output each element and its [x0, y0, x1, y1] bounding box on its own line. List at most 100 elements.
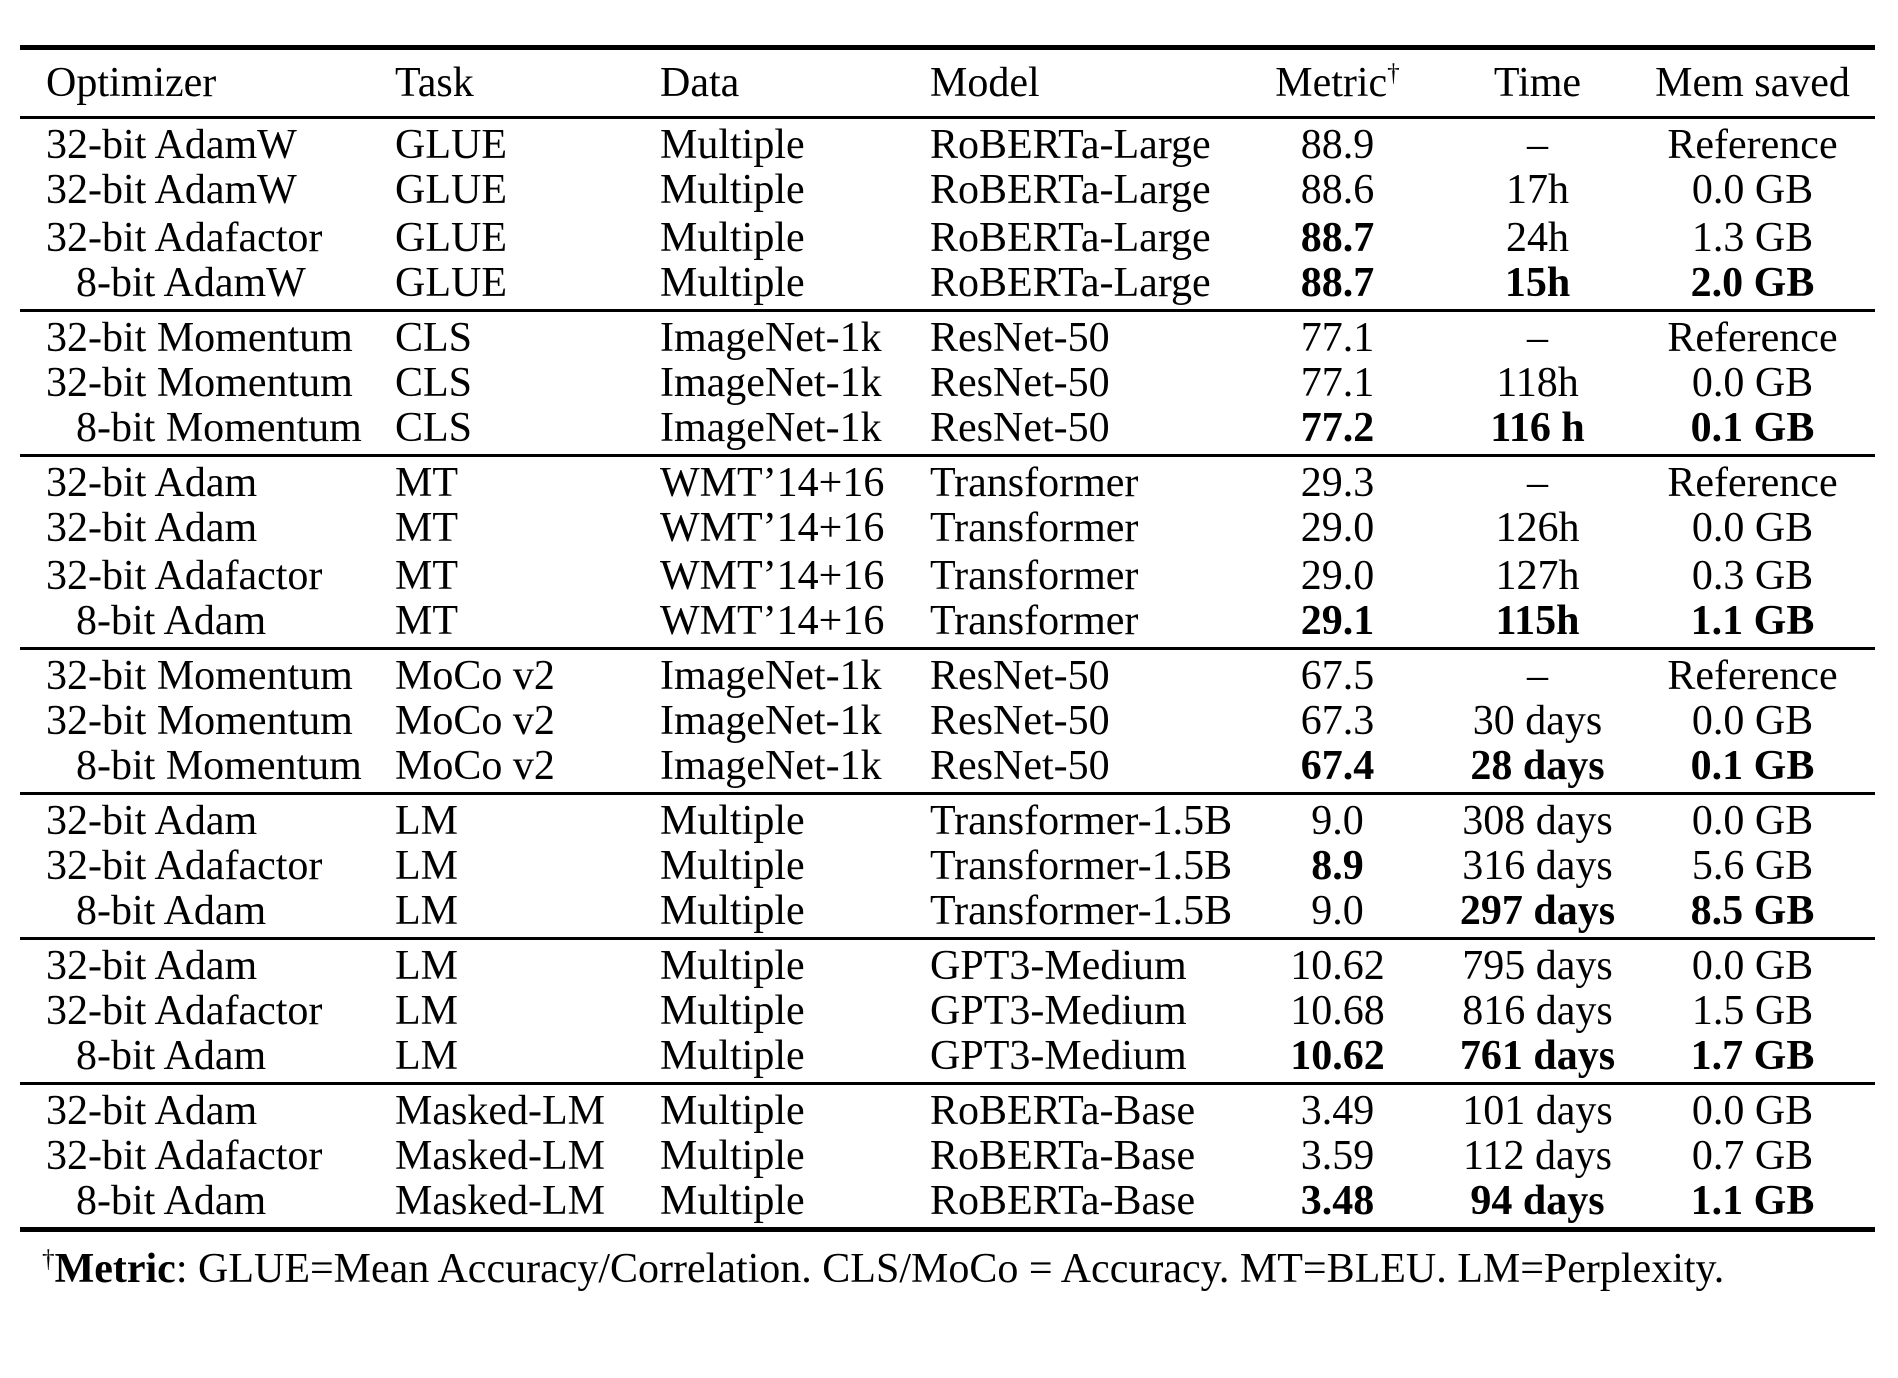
cell-data: ImageNet-1k [660, 649, 930, 699]
table-row: 32-bit Adam MT WMT’14+16 Transformer 29.0 126… [20, 504, 1875, 552]
table-row: 8-bit Adam LM Multiple Transformer-1.5B 9.0 2… [20, 890, 1875, 939]
cell-model: Transformer-1.5B [930, 842, 1232, 890]
cell-optimizer: 32-bit Adafactor [20, 552, 395, 600]
cell-optimizer: 32-bit Adam [20, 504, 395, 552]
cell-data: ImageNet-1k [660, 407, 930, 456]
cell-text: Multiple [660, 943, 805, 989]
cell-optimizer: 32-bit Adam [20, 794, 395, 842]
cell-text: 0.0 GB [1691, 943, 1814, 989]
table-row: 32-bit Momentum CLS ImageNet-1k ResNet-50 77… [20, 311, 1875, 361]
cell-metric: 3.59 [1230, 1132, 1445, 1180]
cell-text: 67.3 [1300, 698, 1375, 744]
table-row: 32-bit AdamW GLUE Multiple RoBERTa-Large 88.… [20, 118, 1875, 166]
cell-metric: 88.7 [1230, 262, 1445, 311]
cell-text: RoBERTa-Base [930, 1088, 1196, 1134]
cell-text: 5.6 GB [1691, 843, 1814, 889]
table-row: 32-bit Adam Masked-LM Multiple RoBERTa-Base… [20, 1084, 1875, 1134]
cell-mem-saved: 0.0 GB [1630, 939, 1875, 989]
column-header-label: Metric [1275, 60, 1388, 106]
cell-model: Transformer [930, 504, 1230, 552]
cell-task: LM [395, 794, 660, 842]
cell-time: – [1445, 456, 1630, 504]
cell-text: Multiple [660, 798, 805, 844]
cell-text: GPT3-Medium [930, 943, 1187, 989]
cell-text: 8-bit Momentum [76, 405, 362, 451]
cell-data: ImageNet-1k [660, 745, 930, 794]
cell-mem-saved: Reference [1630, 649, 1875, 697]
table-row: 32-bit Adam MT WMT’14+16 Transformer 29.3 – Re… [20, 456, 1875, 506]
cell-text: 32-bit Momentum [46, 315, 353, 361]
cell-text: CLS [395, 315, 473, 361]
cell-text: Multiple [660, 843, 805, 889]
cell-mem-saved: 8.5 GB [1630, 890, 1875, 939]
cell-time: 94 days [1445, 1180, 1630, 1230]
cell-text: 0.0 GB [1691, 167, 1814, 213]
cell-text: 1.1 GB [1690, 598, 1815, 644]
cell-time: 127h [1445, 552, 1630, 600]
column-header-data: Data [660, 48, 930, 118]
cell-data: Multiple [660, 214, 930, 262]
cell-optimizer: 32-bit Adam [20, 939, 395, 989]
cell-time: 17h [1445, 166, 1630, 214]
cell-text: Masked-LM [395, 1133, 605, 1179]
table-row: 32-bit Adam LM Multiple Transformer-1.5B 9.0… [20, 794, 1875, 844]
cell-task: GLUE [395, 214, 660, 262]
cell-text: 32-bit Adafactor [46, 843, 323, 889]
table-row: 32-bit Adafactor GLUE Multiple RoBERTa-Larg… [20, 214, 1875, 262]
cell-text: 795 days [1462, 943, 1613, 989]
cell-time: 15h [1445, 262, 1630, 311]
cell-text: GLUE [395, 260, 507, 306]
table-row: 32-bit Momentum MoCo v2 ImageNet-1k ResNet-… [20, 697, 1875, 745]
cell-text: LM [395, 843, 458, 889]
cell-time: 116 h [1445, 407, 1630, 456]
cell-text: MoCo v2 [395, 743, 555, 789]
cell-text: ImageNet-1k [660, 360, 882, 406]
cell-time: 316 days [1445, 842, 1630, 890]
cell-optimizer: 8-bit Adam [20, 1035, 395, 1084]
table-row: 8-bit AdamW GLUE Multiple RoBERTa-Large 88.7… [20, 262, 1875, 311]
cell-metric: 29.0 [1230, 552, 1445, 600]
cell-model: Transformer [930, 456, 1230, 504]
cell-optimizer: 32-bit Adam [20, 1084, 395, 1132]
cell-data: Multiple [660, 890, 930, 939]
cell-optimizer: 32-bit Momentum [20, 697, 395, 745]
cell-metric: 77.1 [1230, 311, 1445, 359]
cell-text: Multiple [660, 1178, 805, 1224]
cell-time: 28 days [1445, 745, 1630, 794]
cell-optimizer: 32-bit Momentum [20, 359, 395, 407]
column-header-label: Data [660, 60, 740, 106]
cell-optimizer: 32-bit Adafactor [20, 214, 395, 262]
cell-optimizer: 32-bit Adafactor [20, 842, 395, 890]
cell-text: 0.0 GB [1691, 505, 1814, 551]
cell-metric: 88.7 [1230, 214, 1445, 262]
cell-task: LM [395, 939, 660, 987]
cell-text: 297 days [1459, 888, 1616, 934]
column-header-label: Task [395, 60, 474, 106]
cell-task: CLS [395, 311, 660, 361]
cell-time: 761 days [1445, 1035, 1630, 1084]
cell-text: WMT’14+16 [660, 553, 885, 599]
cell-text: Reference [1667, 460, 1838, 506]
cell-metric: 10.62 [1230, 1035, 1445, 1084]
cell-text: 88.7 [1300, 260, 1375, 306]
cell-model: ResNet-50 [930, 311, 1230, 359]
table-header-row: Optimizer Task Data Model Metric† Time Mem sav… [20, 48, 1875, 118]
cell-text: CLS [395, 360, 473, 406]
cell-text: GLUE [395, 167, 507, 213]
cell-time: 101 days [1445, 1084, 1630, 1132]
cell-text: 32-bit Adam [46, 943, 258, 989]
cell-text: 116 h [1490, 405, 1585, 451]
cell-text: Reference [1667, 315, 1838, 361]
cell-text: ImageNet-1k [660, 653, 882, 699]
cell-optimizer: 32-bit AdamW [20, 166, 395, 214]
cell-model: Transformer [930, 600, 1230, 649]
cell-model: ResNet-50 [930, 697, 1230, 745]
cell-time: 308 days [1445, 794, 1630, 842]
table-row: 8-bit Adam Masked-LM Multiple RoBERTa-Base 3… [20, 1180, 1875, 1230]
cell-text: Transformer [930, 598, 1139, 644]
cell-optimizer: 8-bit Momentum [20, 745, 395, 794]
table-row: 32-bit Momentum CLS ImageNet-1k ResNet-50 77… [20, 359, 1875, 407]
cell-time: – [1445, 118, 1630, 166]
cell-text: Transformer-1.5B [930, 888, 1233, 934]
cell-text: 8-bit Adam [76, 598, 267, 644]
